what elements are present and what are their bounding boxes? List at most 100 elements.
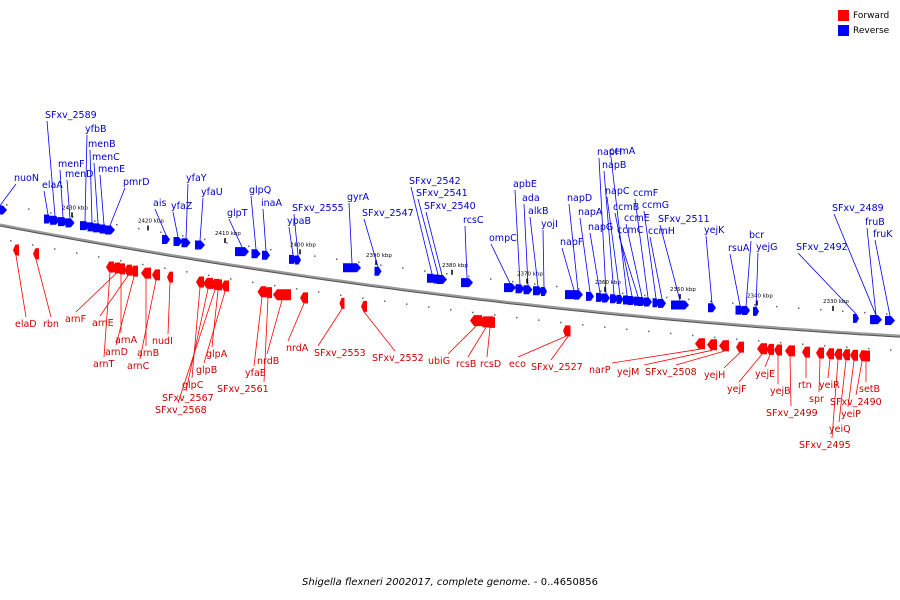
reverse-gene-leader [172, 211, 179, 238]
reverse-gene-label: yojI [541, 219, 558, 230]
forward-gene-label: rcsB [456, 359, 476, 370]
reverse-gene-arrow [235, 247, 249, 257]
forward-gene-arrow [221, 280, 229, 292]
reverse-gene-sfxv-2511: SFxv_2511 [658, 214, 710, 310]
minor-tick [582, 324, 584, 326]
forward-gene-leader [211, 290, 219, 348]
forward-gene-label: yeiP [841, 409, 861, 420]
reverse-gene-apbe: apbE [513, 179, 537, 294]
reverse-gene-arrow [671, 300, 689, 310]
reverse-gene-label: ccmG [642, 200, 669, 211]
reverse-gene-label: yfaY [186, 173, 207, 184]
reverse-gene-mend: menD [65, 169, 93, 228]
forward-gene-label: yejH [704, 370, 725, 381]
forward-gene-arna: arnA [115, 263, 138, 346]
reverse-gene-label: yejK [704, 225, 725, 236]
reverse-gene-label: rsuA [728, 243, 750, 254]
reverse-gene-leader [464, 225, 468, 279]
legend-forward: Forward [838, 8, 889, 23]
forward-gene-arrow [33, 248, 39, 260]
forward-gene-yejm: yejM [617, 339, 717, 378]
reverse-gene-leader [417, 198, 439, 275]
reverse-gene-arrow [658, 298, 666, 308]
minor-tick [50, 212, 52, 214]
forward-gene-arrow [203, 277, 213, 289]
forward-gene-arrow [257, 286, 267, 298]
reverse-gene-leader [659, 224, 681, 301]
reverse-gene-napc: napC [605, 186, 630, 304]
forward-gene-arnb: arnB [137, 267, 159, 359]
reverse-gene-arrow [742, 306, 750, 316]
forward-gene-label: SFxv_2508 [645, 367, 697, 378]
reverse-gene-arrow [343, 263, 361, 273]
reverse-gene-arrow [173, 236, 183, 246]
genome-backbone [0, 223, 900, 338]
reverse-gene-label: SFxv_2492 [796, 242, 848, 253]
reverse-gene-arrow [50, 215, 60, 225]
minor-tick [846, 346, 848, 348]
minor-tick [534, 283, 536, 285]
reverse-gene-leader [46, 120, 56, 216]
forward-gene-rbn: rbn [33, 248, 59, 330]
reverse-gene-napf: napF [560, 237, 583, 300]
reverse-gene-arrow [105, 225, 115, 235]
forward-gene-arrow [842, 349, 850, 361]
reverse-gene-leader [606, 196, 621, 295]
minor-tick [340, 294, 342, 296]
forward-gene-yeip: yeiP [841, 349, 861, 420]
minor-tick [358, 261, 360, 263]
forward-gene-leader [203, 291, 226, 364]
reverse-gene-leader [288, 226, 294, 255]
reverse-gene-arrow [374, 266, 382, 276]
reverse-gene-label: napD [567, 193, 592, 204]
forward-gene-arrow [13, 244, 19, 256]
scale-tick-label: 2330 kbp [823, 299, 849, 305]
minor-tick [780, 341, 782, 344]
reverse-gene-leader [634, 198, 649, 298]
forward-gene-yejh: yejH [704, 341, 744, 381]
forward-gene-arnt: arnT [93, 261, 115, 370]
forward-gene-label: nrdB [257, 356, 279, 367]
scale-tick-label: 2370 kbp [517, 272, 543, 278]
reverse-gene-arrow [652, 298, 660, 308]
reverse-gene-label: SFxv_2511 [658, 214, 710, 225]
forward-gene-leader [253, 297, 263, 367]
forward-gene-arrow [707, 339, 717, 351]
minor-tick [380, 264, 382, 266]
forward-gene-sfxv-2553: SFxv_2553 [314, 297, 366, 359]
minor-tick [28, 208, 30, 210]
reverse-gene-label: menC [92, 152, 120, 163]
reverse-gene-label: pmrD [123, 177, 150, 188]
forward-gene-yfae: yfaE [245, 286, 267, 379]
reverse-gene-sfxv-2492: SFxv_2492 [796, 242, 859, 323]
minor-tick [226, 242, 228, 244]
minor-tick [802, 343, 804, 345]
reverse-gene-label: SFxv_2589 [45, 110, 97, 121]
reverse-gene-leader [866, 227, 877, 316]
reverse-gene-label: ada [522, 193, 540, 204]
reverse-gene-leader [490, 243, 511, 284]
reverse-gene-leader [0, 183, 17, 206]
scale-tick-label: 2410 kbp [215, 231, 241, 237]
reverse-gene-ais: ais [153, 198, 170, 245]
reverse-gene-label: SFxv_2555 [292, 203, 344, 214]
reverse-gene-leader [542, 229, 545, 288]
forward-gene-glpb: glpB [196, 280, 229, 376]
forward-gene-sfxv-2499: SFxv_2499 [766, 345, 818, 419]
minor-tick [142, 263, 144, 266]
minor-tick [428, 306, 430, 308]
minor-tick [600, 290, 602, 292]
reverse-gene-arrow [295, 255, 301, 265]
forward-gene-arrow [826, 348, 834, 360]
reverse-swatch [838, 25, 849, 36]
forward-gene-arrow [106, 261, 114, 273]
reverse-gene-leader [514, 189, 521, 285]
reverse-gene-leader [598, 157, 607, 294]
reverse-gene-arrow [523, 285, 533, 295]
reverse-gene-elaa: elaA [42, 180, 63, 224]
reverse-gene-arrow [708, 303, 716, 313]
forward-gene-label: SFxv_2552 [372, 353, 424, 364]
forward-gene-leader [827, 359, 831, 379]
forward-gene-label: narP [589, 365, 611, 376]
minor-tick [270, 248, 272, 251]
